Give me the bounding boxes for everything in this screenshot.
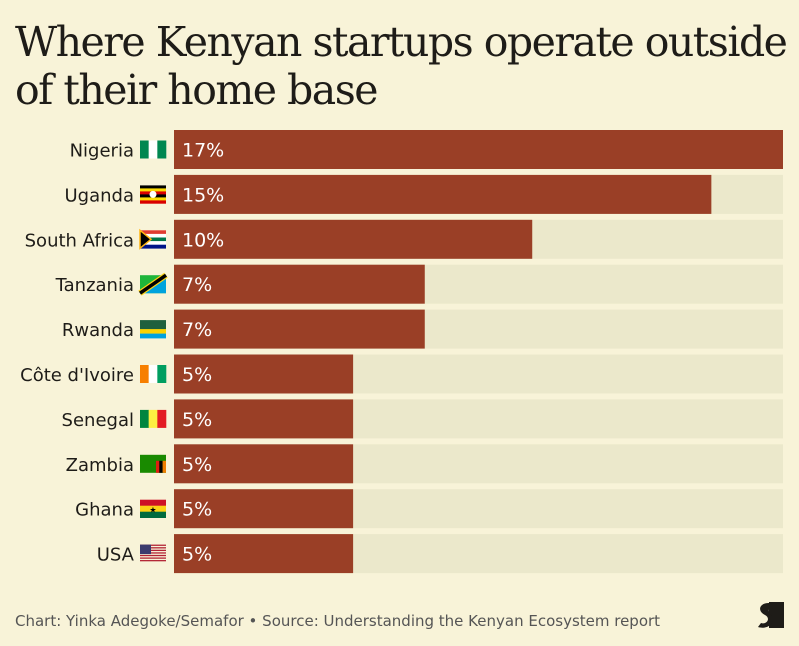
category-label: Rwanda <box>62 320 134 341</box>
category-label: Côte d'Ivoire <box>20 365 134 386</box>
semafor-logo <box>758 602 784 628</box>
data-label: 5% <box>182 499 212 521</box>
data-label: 10% <box>182 229 224 251</box>
bar-tanzania <box>174 264 425 304</box>
bar-c-te-d-ivoire <box>174 354 354 394</box>
bar-senegal <box>174 399 354 439</box>
source-footer: Chart: Yinka Adegoke/Semafor • Source: U… <box>15 612 661 630</box>
category-label: Uganda <box>65 185 135 206</box>
bar-uganda <box>174 174 712 214</box>
category-label: USA <box>97 545 135 566</box>
zambia-flag-icon <box>140 454 166 473</box>
category-label: Senegal <box>62 410 134 431</box>
category-label: Ghana <box>75 500 134 521</box>
tanzania-flag-icon <box>138 272 168 296</box>
data-label: 7% <box>182 319 212 341</box>
senegal-flag-icon <box>140 409 167 428</box>
data-label: 5% <box>182 544 212 566</box>
rwanda-flag-icon <box>140 320 166 339</box>
bar-ghana <box>174 489 354 529</box>
data-label: 17% <box>182 140 224 162</box>
category-label: South Africa <box>25 230 134 251</box>
uganda-flag-icon <box>140 185 166 204</box>
usa-flag-icon <box>140 544 166 562</box>
ghana-flag-icon: ★ <box>140 499 166 518</box>
data-label: 5% <box>182 409 212 431</box>
data-label: 15% <box>182 184 224 206</box>
svg-text:★: ★ <box>149 506 156 515</box>
data-label: 5% <box>182 364 212 386</box>
data-label: 5% <box>182 454 212 476</box>
bar-chart: 17% Nigeria 15% Uganda 10% South Africa 7% Tanz… <box>20 130 783 574</box>
bar-zambia <box>174 444 354 484</box>
data-label: 7% <box>182 274 212 296</box>
bar-nigeria <box>174 130 783 169</box>
category-label: Nigeria <box>70 141 134 162</box>
south-africa-flag-icon <box>139 228 166 250</box>
bar-south-africa <box>174 219 533 259</box>
cote-divoire-flag-icon <box>140 365 167 383</box>
bar-usa <box>174 534 354 574</box>
category-label: Tanzania <box>55 275 134 296</box>
nigeria-flag-icon <box>140 140 167 159</box>
category-label: Zambia <box>66 455 134 476</box>
chart-title: Where Kenyan startups operate outside of… <box>15 18 788 114</box>
bar-rwanda <box>174 309 425 349</box>
